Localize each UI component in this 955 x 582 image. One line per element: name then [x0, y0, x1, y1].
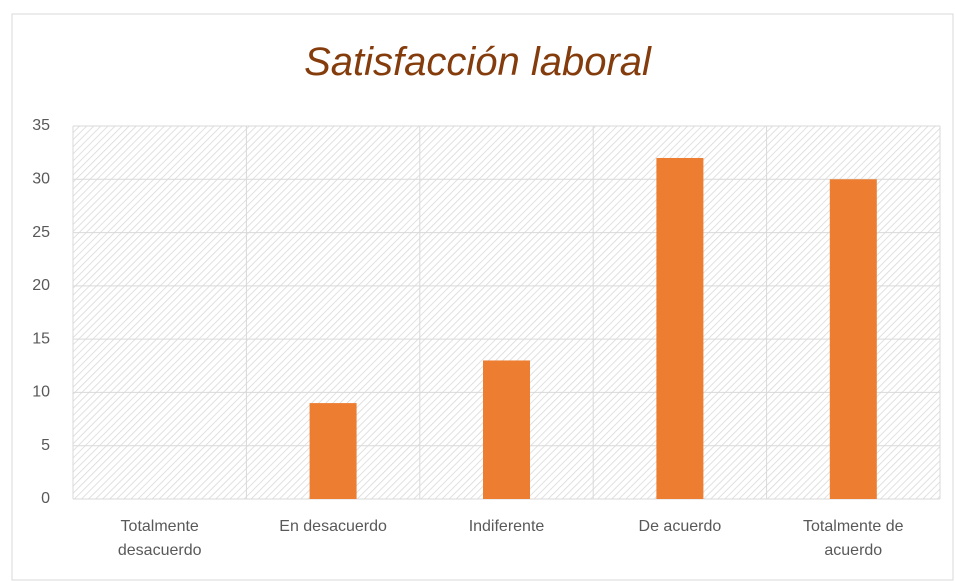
y-tick-label: 35 [32, 117, 50, 134]
y-tick-label: 0 [41, 490, 50, 507]
x-tick-label: Indiferente [468, 518, 545, 535]
x-tick-label: De acuerdo [638, 518, 722, 535]
chart-title: Satisfacción laboral [304, 40, 651, 84]
x-tick-label: En desacuerdo [279, 518, 387, 535]
y-tick-label: 15 [32, 330, 50, 347]
x-tick-label: Totalmente de acuerdo [803, 518, 904, 559]
y-tick-label: 20 [32, 277, 50, 294]
bar [829, 179, 877, 500]
y-tick-label: 30 [32, 171, 50, 188]
y-tick-label: 5 [41, 437, 50, 454]
y-tick-label: 10 [32, 384, 50, 401]
bar [656, 157, 704, 499]
bar [309, 403, 357, 499]
y-tick-label: 25 [32, 224, 50, 241]
bar [483, 360, 530, 499]
x-tick-label: Totalmente desacuerdo [117, 518, 202, 559]
